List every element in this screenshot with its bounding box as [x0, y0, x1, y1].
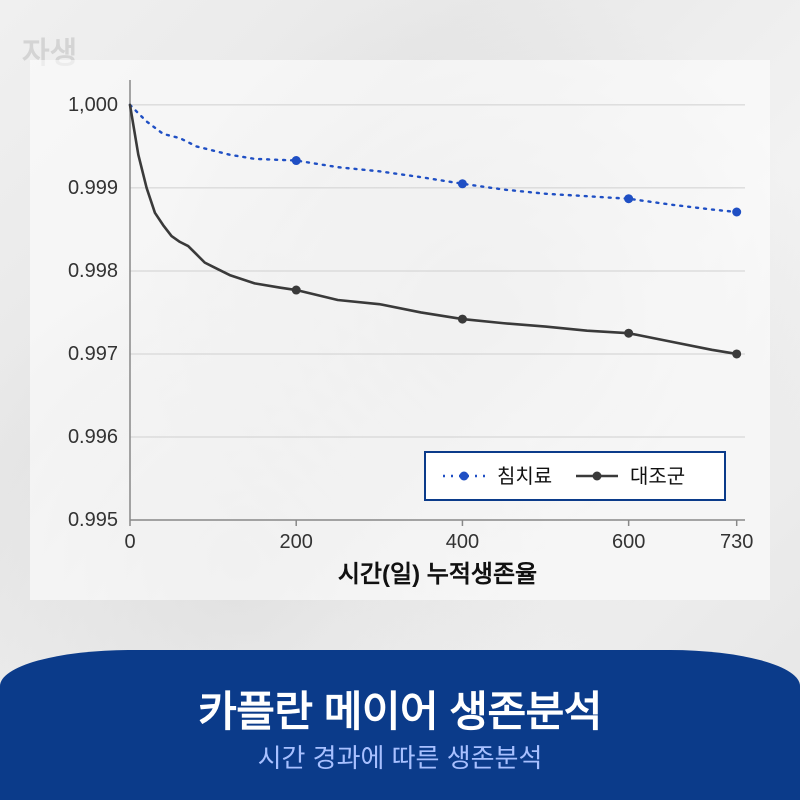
y-tick-label: 0.999 — [68, 177, 118, 199]
bottom-banner: 카플란 메이어 생존분석 시간 경과에 따른 생존분석 — [0, 620, 800, 800]
y-tick-label: 0.998 — [68, 260, 118, 282]
legend-label: 대조군 — [630, 465, 685, 488]
series-marker-0 — [624, 194, 633, 203]
y-tick-label: 1,000 — [68, 94, 118, 116]
legend-label: 침치료 — [497, 465, 552, 488]
legend-marker — [460, 472, 469, 481]
x-tick-label: 400 — [446, 531, 479, 553]
series-marker-1 — [732, 349, 741, 358]
series-marker-1 — [624, 329, 633, 338]
x-tick-label: 200 — [280, 531, 313, 553]
series-marker-0 — [292, 156, 301, 165]
y-tick-label: 0.997 — [68, 343, 118, 365]
series-marker-1 — [458, 315, 467, 324]
x-tick-label: 0 — [124, 531, 135, 553]
banner-subtitle: 시간 경과에 따른 생존분석 — [0, 738, 800, 775]
x-tick-label: 730 — [720, 531, 753, 553]
banner-title: 카플란 메이어 생존분석 — [0, 678, 800, 739]
series-marker-0 — [732, 208, 741, 217]
series-line-0 — [130, 105, 737, 212]
x-axis-label: 시간(일) 누적생존율 — [338, 561, 537, 588]
series-marker-0 — [458, 179, 467, 188]
y-tick-label: 0.996 — [68, 426, 118, 448]
legend-marker — [593, 472, 602, 481]
x-tick-label: 600 — [612, 531, 645, 553]
survival-chart: 0.995 0.996 0.997 0.998 0.999 1,000 0 200 400 600… — [30, 60, 770, 600]
y-tick-label: 0.995 — [68, 509, 118, 531]
series-marker-1 — [292, 286, 301, 295]
chart-area: 0.995 0.996 0.997 0.998 0.999 1,000 0 200 400 600… — [30, 60, 770, 600]
series-line-1 — [130, 105, 737, 354]
